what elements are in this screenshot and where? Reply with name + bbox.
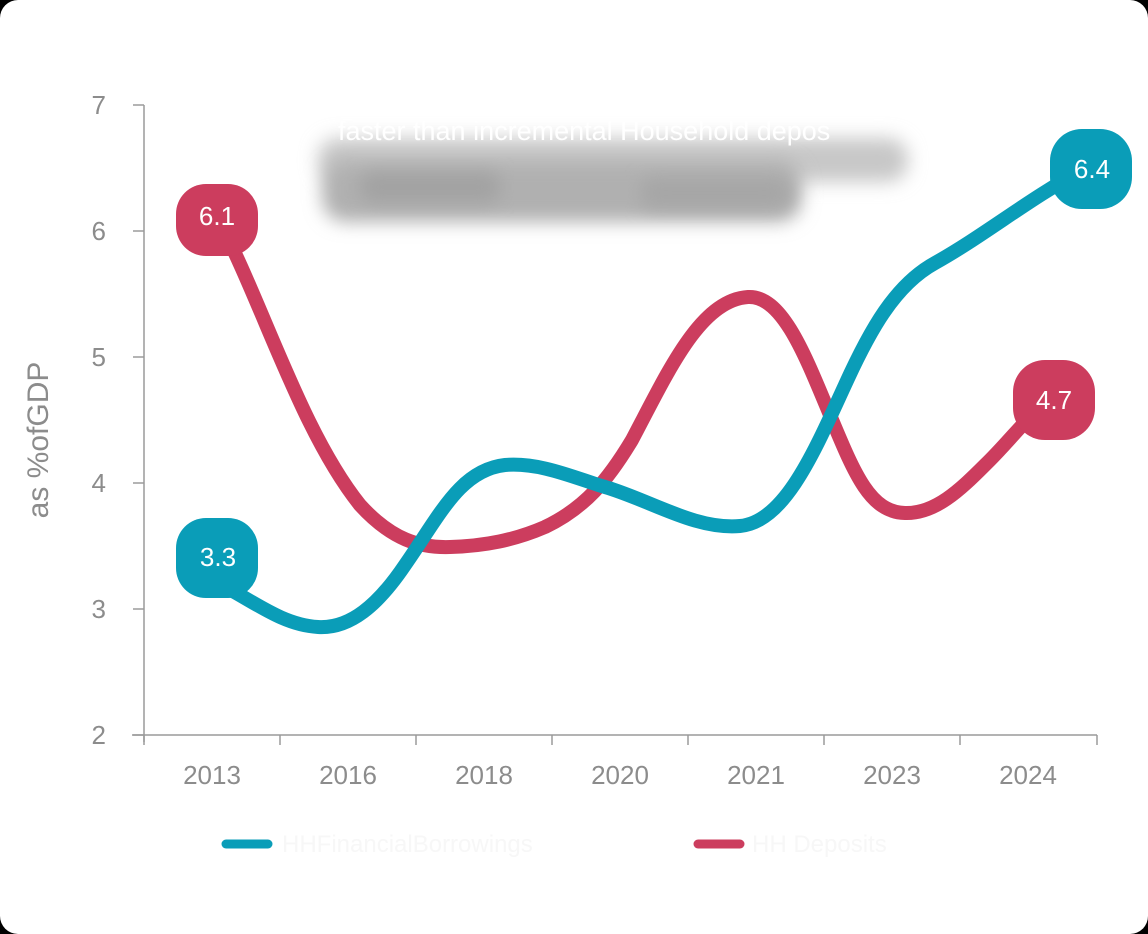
x-tick-label: 2020 (591, 760, 649, 790)
x-tick-label: 2023 (863, 760, 921, 790)
x-tick-label: 2013 (183, 760, 241, 790)
legend-label: HH Deposits (752, 831, 887, 858)
legend-item-hh-deposits[interactable]: HH Deposits (693, 831, 887, 858)
y-tick-label: 2 (92, 720, 106, 750)
y-tick-label: 5 (92, 342, 106, 372)
x-tick-label: 2018 (455, 760, 513, 790)
svg-text:4.7: 4.7 (1036, 385, 1072, 415)
y-axis-title: as %ofGDP (22, 362, 55, 519)
x-tick-label: 2024 (999, 760, 1057, 790)
y-axis: 7 6 5 4 3 2 as %ofGDP (22, 90, 145, 750)
y-tick-label: 3 (92, 594, 106, 624)
data-label-deposits-last: 4.7 (1013, 360, 1095, 440)
data-label-borrowings-first: 3.3 (176, 518, 258, 598)
x-axis: 2013 2016 2018 2020 2021 2023 2024 (132, 734, 1098, 790)
data-label-deposits-first: 6.1 (176, 184, 258, 256)
y-tick-label: 4 (92, 468, 106, 498)
series-line-hh-deposits (209, 208, 1054, 555)
svg-text:3.3: 3.3 (200, 542, 236, 572)
x-tick-label: 2016 (319, 760, 377, 790)
series-line-hh-financial-borrowings (205, 163, 1090, 635)
y-tick-label: 7 (92, 90, 106, 120)
svg-text:6.4: 6.4 (1074, 154, 1110, 184)
data-label-borrowings-last: 6.4 (1050, 129, 1132, 209)
obscured-subtitle: faster than incremental Household depos (318, 116, 908, 222)
x-tick-label: 2021 (727, 760, 785, 790)
chart-subtitle: faster than incremental Household depos (338, 116, 830, 146)
legend: HHFinancialBorrowings HH Deposits (221, 831, 887, 858)
y-tick-label: 6 (92, 216, 106, 246)
legend-item-hh-financial-borrowings[interactable]: HHFinancialBorrowings (221, 831, 533, 858)
svg-text:6.1: 6.1 (199, 201, 235, 231)
legend-label: HHFinancialBorrowings (282, 831, 533, 858)
